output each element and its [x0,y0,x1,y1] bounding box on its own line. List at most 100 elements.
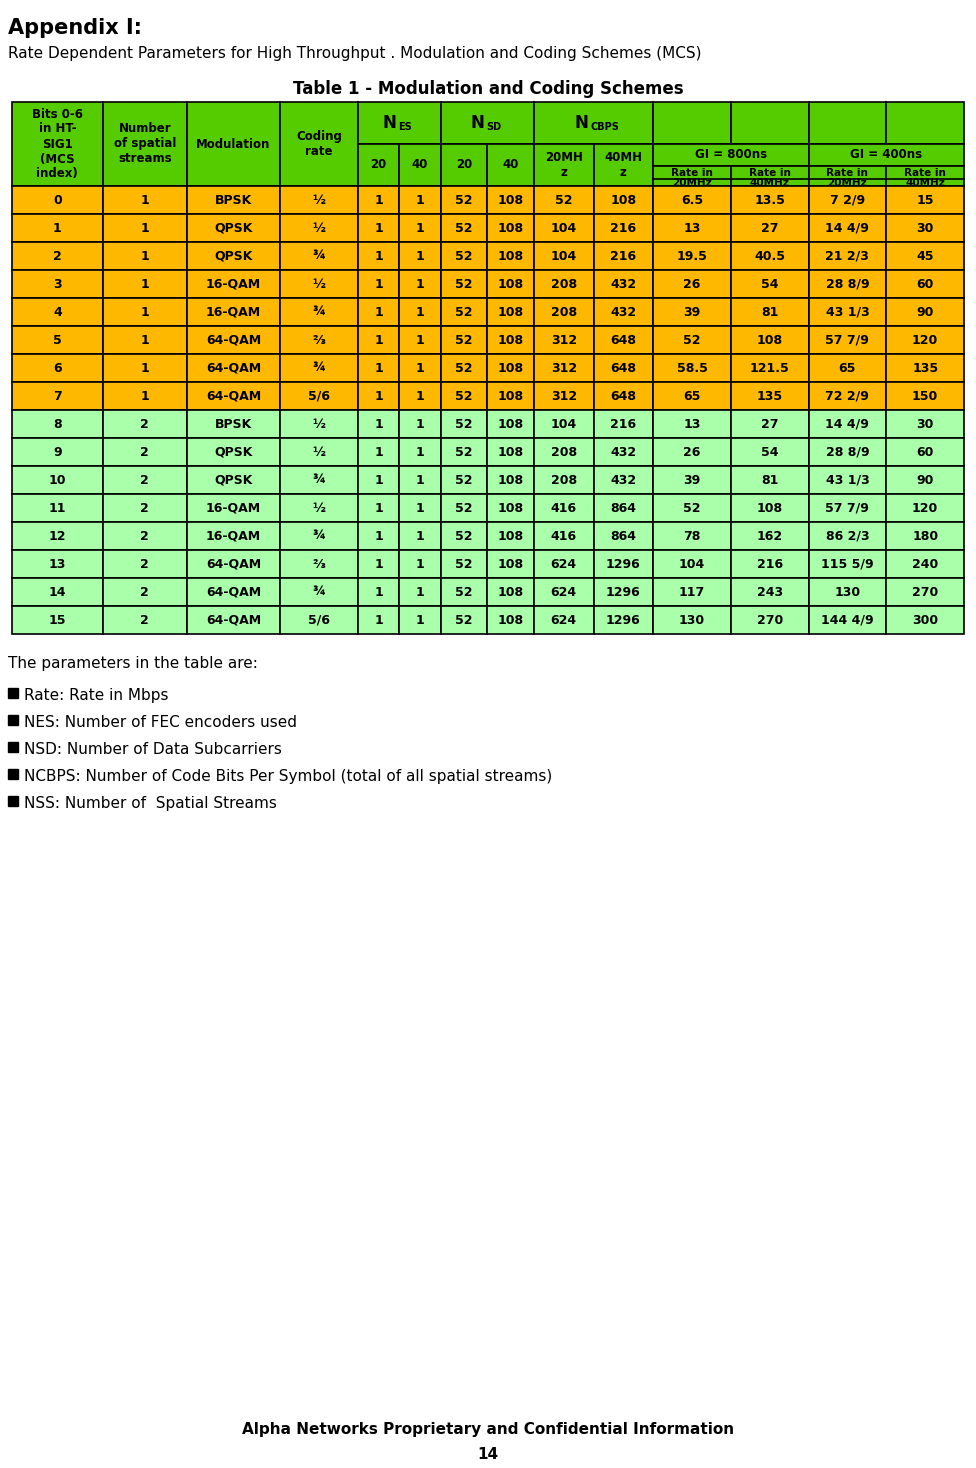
Text: ¾: ¾ [312,250,325,263]
Text: 216: 216 [756,558,783,571]
Bar [186,437,280,465]
Text: 52: 52 [683,333,701,346]
Bar [593,465,653,495]
Bar [280,270,358,298]
Text: GI = 400ns: GI = 400ns [850,148,922,161]
Text: 57 7/9: 57 7/9 [826,333,870,346]
Text: 64-QAM: 64-QAM [206,361,261,374]
Text: 39: 39 [683,474,701,486]
Bar [280,523,358,550]
Bar [808,242,886,270]
Text: 162: 162 [756,530,783,543]
Text: 624: 624 [550,586,577,599]
Text: 52: 52 [455,558,472,571]
Text: 2: 2 [141,558,149,571]
Bar [399,523,441,550]
Text: 7: 7 [53,389,61,402]
Text: Rate in: Rate in [827,167,869,178]
Bar [280,606,358,634]
Bar [886,242,964,270]
Bar [593,382,653,410]
Text: 86 2/3: 86 2/3 [826,530,870,543]
Text: 21 2/3: 21 2/3 [826,250,870,263]
Bar [534,437,593,465]
Bar [886,382,964,410]
Text: 2: 2 [141,502,149,514]
Bar [653,298,731,326]
Text: 54: 54 [761,445,779,458]
Text: Rate in: Rate in [904,167,946,178]
Text: 1: 1 [416,530,425,543]
Bar [731,101,808,144]
Text: 9: 9 [53,445,61,458]
Text: ½: ½ [312,194,325,207]
Bar [12,523,102,550]
Bar [593,144,653,186]
Text: 1: 1 [374,389,383,402]
Text: 208: 208 [550,445,577,458]
Bar [534,550,593,578]
Bar [441,144,487,186]
Text: 60: 60 [916,445,934,458]
Bar [102,382,186,410]
Text: 432: 432 [610,445,636,458]
Bar [12,578,102,606]
Text: ⅔: ⅔ [312,333,325,346]
Text: 1: 1 [374,250,383,263]
Text: 108: 108 [756,502,783,514]
Bar [441,437,487,465]
Bar [731,550,808,578]
Text: 108: 108 [498,222,524,235]
Bar [358,465,399,495]
Text: 14 4/9: 14 4/9 [826,417,870,430]
Bar [808,550,886,578]
Bar [731,186,808,214]
Bar [534,101,653,144]
Bar [399,410,441,437]
Bar [8,741,18,752]
Text: ½: ½ [312,277,325,291]
Bar [186,326,280,354]
Bar [731,578,808,606]
Bar [487,382,534,410]
Text: 43 1/3: 43 1/3 [826,474,870,486]
Text: 648: 648 [610,361,636,374]
Text: 40.5: 40.5 [754,250,786,263]
Bar [358,214,399,242]
Bar [280,550,358,578]
Text: 40MHz: 40MHz [905,178,945,188]
Text: 208: 208 [550,277,577,291]
Bar [8,769,18,780]
Text: 208: 208 [550,474,577,486]
Bar [399,326,441,354]
Text: 240: 240 [912,558,938,571]
Text: 108: 108 [498,361,524,374]
Text: 65: 65 [838,361,856,374]
Text: 108: 108 [498,417,524,430]
Bar [186,270,280,298]
Bar [534,354,593,382]
Text: QPSK: QPSK [215,474,253,486]
Bar [441,101,534,144]
Text: Table 1 - Modulation and Coding Schemes: Table 1 - Modulation and Coding Schemes [293,79,683,98]
Text: SD: SD [486,122,502,132]
Bar [593,242,653,270]
Text: 1: 1 [141,333,149,346]
Bar [731,523,808,550]
Text: 20MH
z: 20MH z [545,151,583,179]
Text: ¾: ¾ [312,586,325,599]
Text: 1296: 1296 [606,586,640,599]
Bar [12,101,102,186]
Text: 432: 432 [610,474,636,486]
Text: 120: 120 [912,333,938,346]
Bar [487,523,534,550]
Text: 1: 1 [416,250,425,263]
Text: 1: 1 [53,222,61,235]
Text: 1: 1 [416,194,425,207]
Text: 2: 2 [141,474,149,486]
Text: 1: 1 [141,250,149,263]
Text: 52: 52 [455,445,472,458]
Text: 108: 108 [756,333,783,346]
Text: 52: 52 [683,502,701,514]
Bar [534,606,593,634]
